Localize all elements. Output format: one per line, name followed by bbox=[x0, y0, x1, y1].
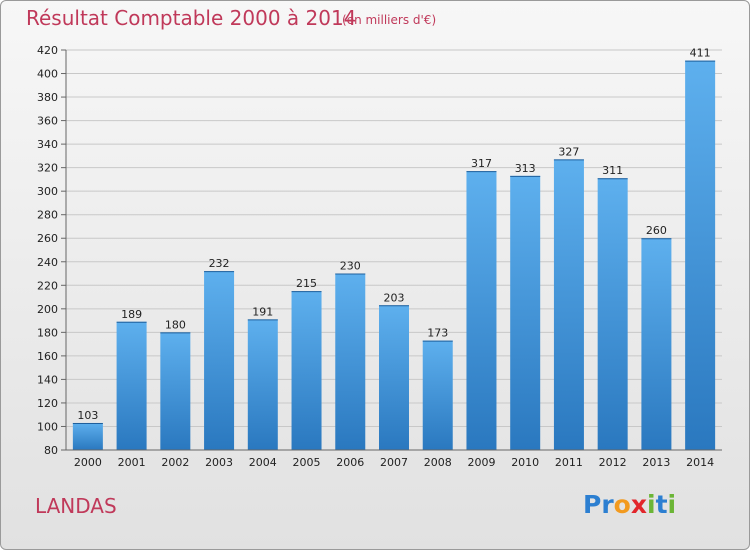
logo-letter: P bbox=[583, 490, 602, 519]
x-tick-label: 2006 bbox=[336, 456, 364, 469]
bar-2007 bbox=[379, 305, 409, 450]
y-tick-label: 300 bbox=[37, 185, 58, 198]
y-tick-label: 420 bbox=[37, 44, 58, 57]
proxiti-logo: Proxiti bbox=[583, 490, 676, 519]
y-tick-label: 340 bbox=[37, 138, 58, 151]
bar-2003 bbox=[204, 271, 235, 450]
y-tick-label: 320 bbox=[37, 162, 58, 175]
x-axis: 2000 2001 2002 2003 2004 2005 2006 2007 2008 2009… bbox=[66, 449, 722, 469]
data-label-2014: 411 bbox=[690, 47, 711, 60]
bar-2012 bbox=[597, 178, 628, 450]
x-tick-label: 2001 bbox=[118, 456, 146, 469]
bar-2006 bbox=[335, 273, 366, 450]
data-label-2003: 232 bbox=[209, 257, 230, 270]
y-tick-label: 200 bbox=[37, 303, 58, 316]
data-label-2000: 103 bbox=[77, 409, 98, 422]
data-label-2012: 311 bbox=[602, 164, 623, 177]
bar-2002 bbox=[160, 332, 191, 450]
logo-letter: o bbox=[613, 490, 631, 519]
y-tick-label: 400 bbox=[37, 68, 58, 81]
x-tick-label: 2013 bbox=[642, 456, 670, 469]
logo-letter: t bbox=[655, 490, 668, 519]
y-tick-label: 80 bbox=[44, 444, 58, 457]
bar-2005 bbox=[291, 291, 322, 450]
x-tick-label: 2004 bbox=[249, 456, 277, 469]
x-tick-label: 2011 bbox=[555, 456, 583, 469]
bar-2004 bbox=[247, 319, 278, 450]
data-label-2002: 180 bbox=[165, 318, 186, 331]
y-tick-label: 180 bbox=[37, 326, 58, 339]
bar-2000 bbox=[72, 422, 103, 450]
x-tick-label: 2002 bbox=[161, 456, 189, 469]
x-tick-label: 2009 bbox=[467, 456, 495, 469]
x-tick-label: 2014 bbox=[686, 456, 714, 469]
commune-name: LANDAS bbox=[35, 494, 117, 518]
x-tick-label: 2003 bbox=[205, 456, 233, 469]
bars bbox=[72, 60, 716, 451]
y-tick-label: 140 bbox=[37, 373, 58, 386]
logo-letter: r bbox=[601, 490, 614, 519]
data-label-2009: 317 bbox=[471, 157, 492, 170]
data-labels: 103 189 180 232 191 215 230 203 173 317 313 327 311 2… bbox=[77, 47, 710, 422]
data-label-2005: 215 bbox=[296, 277, 317, 290]
bar-2014 bbox=[685, 60, 716, 451]
bar-2009 bbox=[466, 171, 497, 451]
bar-2010 bbox=[510, 175, 541, 450]
data-label-2013: 260 bbox=[646, 224, 667, 237]
data-label-2004: 191 bbox=[252, 305, 273, 318]
x-tick-label: 2000 bbox=[74, 456, 102, 469]
y-tick-label: 240 bbox=[37, 256, 58, 269]
y-tick-label: 260 bbox=[37, 232, 58, 245]
logo-letter: i bbox=[647, 490, 656, 519]
data-label-2010: 313 bbox=[515, 162, 536, 175]
y-tick-label: 120 bbox=[37, 397, 58, 410]
bar-2001 bbox=[116, 321, 147, 450]
chart-title: Résultat Comptable 2000 à 2014 bbox=[26, 6, 357, 30]
data-label-2007: 203 bbox=[384, 291, 405, 304]
data-label-2011: 327 bbox=[558, 145, 579, 158]
x-tick-label: 2010 bbox=[511, 456, 539, 469]
bar-2011 bbox=[553, 159, 584, 451]
y-tick-label: 380 bbox=[37, 91, 58, 104]
y-tick-label: 100 bbox=[37, 420, 58, 433]
y-tick-label: 220 bbox=[37, 279, 58, 292]
logo-letter: x bbox=[630, 490, 647, 519]
x-tick-label: 2012 bbox=[599, 456, 627, 469]
y-tick-label: 280 bbox=[37, 209, 58, 222]
bar-2008 bbox=[422, 340, 453, 450]
chart-subtitle: (en milliers d'€) bbox=[342, 13, 437, 27]
y-tick-label: 160 bbox=[37, 350, 58, 363]
y-axis: 80 100 120 140 160 180 200 220 240 260 280 300 320 34… bbox=[37, 44, 67, 457]
data-label-2008: 173 bbox=[427, 327, 448, 340]
y-tick-label: 360 bbox=[37, 115, 58, 128]
x-tick-label: 2008 bbox=[424, 456, 452, 469]
data-label-2001: 189 bbox=[121, 308, 142, 321]
data-label-2006: 230 bbox=[340, 260, 361, 273]
x-tick-label: 2007 bbox=[380, 456, 408, 469]
logo-letter: i bbox=[667, 490, 677, 519]
bar-2013 bbox=[641, 238, 672, 450]
x-tick-label: 2005 bbox=[293, 456, 321, 469]
